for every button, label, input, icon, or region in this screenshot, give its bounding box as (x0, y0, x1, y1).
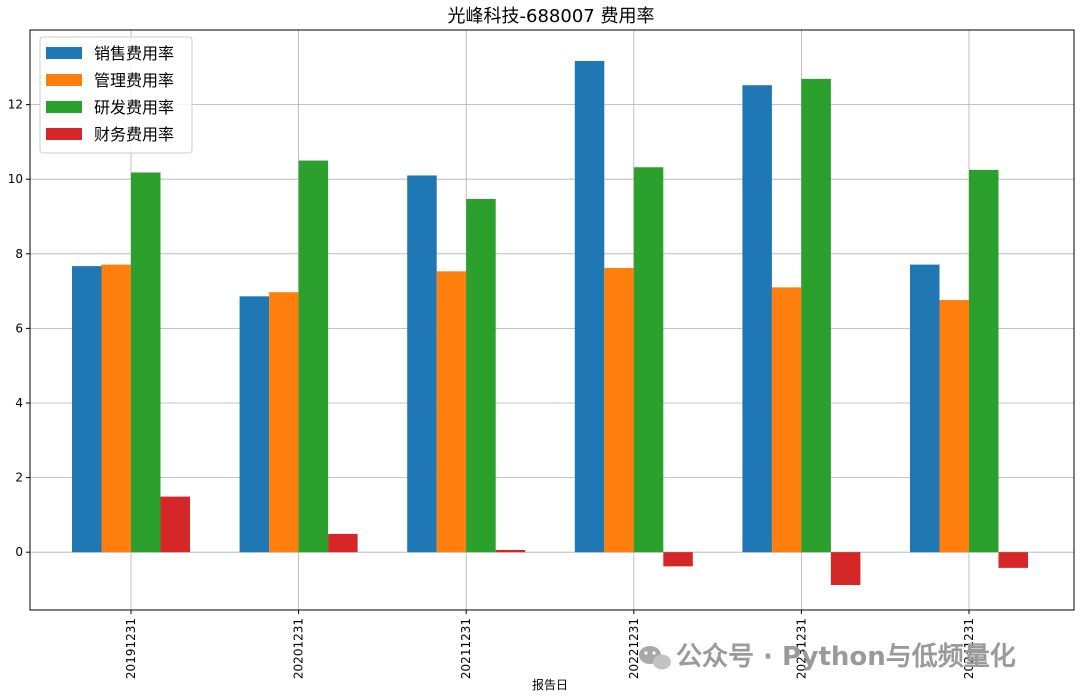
bar-1-4 (574, 60, 605, 553)
bar-4-6 (998, 552, 1028, 568)
legend-label: 管理费用率 (94, 71, 174, 90)
bar-1-3 (407, 175, 437, 553)
bar-3-2 (298, 160, 329, 553)
bar-1-1 (72, 266, 102, 553)
x-axis: 20191231 20201231 20211231 20221231 20231231… (124, 610, 976, 679)
bar-4-5 (830, 552, 861, 586)
legend-label: 研发费用率 (94, 98, 174, 117)
bar-3-1 (131, 172, 161, 553)
y-axis: 0 2 4 6 8 10 12 (8, 98, 30, 559)
bar-2-6 (939, 300, 969, 553)
y-tick-label: 0 (15, 545, 23, 559)
y-tick-label: 8 (15, 247, 23, 261)
bar-3-5 (801, 78, 831, 553)
bar-3-4 (633, 167, 664, 553)
watermark: 公众号 · Python与低频量化 (639, 642, 1016, 672)
x-tick-label: 20211231 (459, 618, 473, 679)
bar-1-6 (910, 264, 940, 553)
bar-2-5 (771, 287, 802, 553)
x-tick-label: 20221231 (627, 618, 641, 679)
legend-box (39, 36, 193, 154)
y-tick-label: 4 (15, 396, 23, 410)
legend-swatch (46, 47, 82, 59)
bar-4-1 (160, 496, 190, 553)
legend-swatch (46, 74, 82, 86)
wechat-icon (639, 646, 671, 670)
x-axis-title: 报告日 (532, 677, 568, 692)
bars (72, 60, 1028, 586)
bar-2-1 (101, 264, 131, 553)
bar-1-2 (239, 296, 270, 553)
bar-3-6 (969, 169, 999, 553)
plot-frame (29, 29, 1075, 611)
chart-title: 光峰科技-688007 费用率 (448, 6, 655, 27)
bar-2-3 (436, 271, 467, 553)
bar-3-3 (466, 198, 496, 553)
y-tick-label: 12 (8, 98, 23, 112)
watermark-text: 公众号 · Python与低频量化 (676, 642, 1016, 672)
y-tick-label: 6 (15, 321, 23, 335)
legend-swatch (46, 101, 82, 113)
legend-label: 销售费用率 (94, 44, 174, 63)
bar-4-4 (663, 552, 693, 567)
x-tick-label: 20201231 (292, 618, 306, 679)
x-tick-label: 20241231 (962, 618, 976, 679)
bar-1-5 (742, 85, 772, 553)
x-tick-label: 20191231 (124, 618, 138, 679)
legend-label: 财务费用率 (94, 125, 174, 144)
y-tick-label: 10 (8, 172, 23, 186)
bar-2-2 (269, 292, 299, 553)
y-tick-label: 2 (15, 471, 23, 485)
bar-4-3 (495, 549, 526, 553)
bar-2-4 (604, 267, 634, 553)
x-tick-label: 20231231 (794, 618, 808, 679)
legend-swatch (46, 128, 82, 140)
bar-4-2 (328, 533, 358, 553)
